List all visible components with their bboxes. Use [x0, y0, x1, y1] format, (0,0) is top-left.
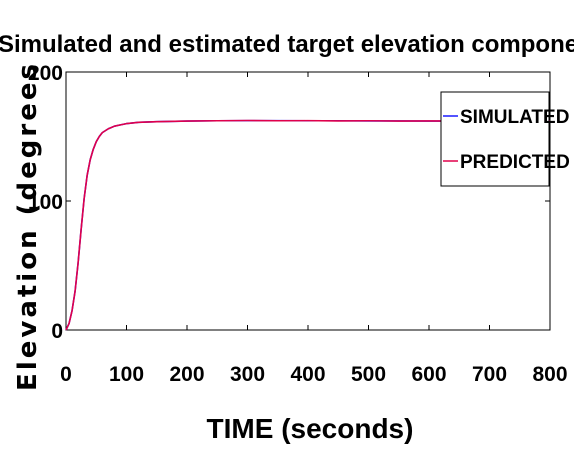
x-tick-label: 800 — [532, 363, 567, 386]
x-tick-label: 700 — [472, 363, 507, 386]
x-tick-label: 600 — [411, 363, 446, 386]
x-tick-label: 100 — [109, 363, 144, 386]
legend-entry-simulated: SIMULATED — [460, 107, 569, 128]
x-axis-label: TIME (seconds) — [207, 413, 414, 444]
x-tick-label: 500 — [351, 363, 386, 386]
x-axis-ticks: 0 100 200 300 400 500 600 700 800 — [60, 72, 568, 386]
x-tick-label: 200 — [169, 363, 204, 386]
y-tick-label: 100 — [28, 191, 63, 214]
series-line-predicted — [65, 119, 550, 331]
y-axis-label: Elevation (degrees — [13, 61, 43, 391]
x-tick-label: 300 — [230, 363, 265, 386]
series-layer — [65, 119, 550, 331]
y-axis-ticks: 0 100 200 — [28, 62, 550, 343]
chart-title: Simulated and estimated target elevation… — [0, 31, 574, 58]
legend-entry-predicted: PREDICTED — [460, 152, 570, 173]
x-tick-label: 0 — [60, 363, 72, 386]
legend: SIMULATED PREDICTED — [440, 91, 570, 187]
y-tick-label: 200 — [28, 62, 63, 85]
y-tick-label: 0 — [51, 320, 63, 343]
x-tick-label: 400 — [290, 363, 325, 386]
legend-box — [440, 91, 550, 187]
